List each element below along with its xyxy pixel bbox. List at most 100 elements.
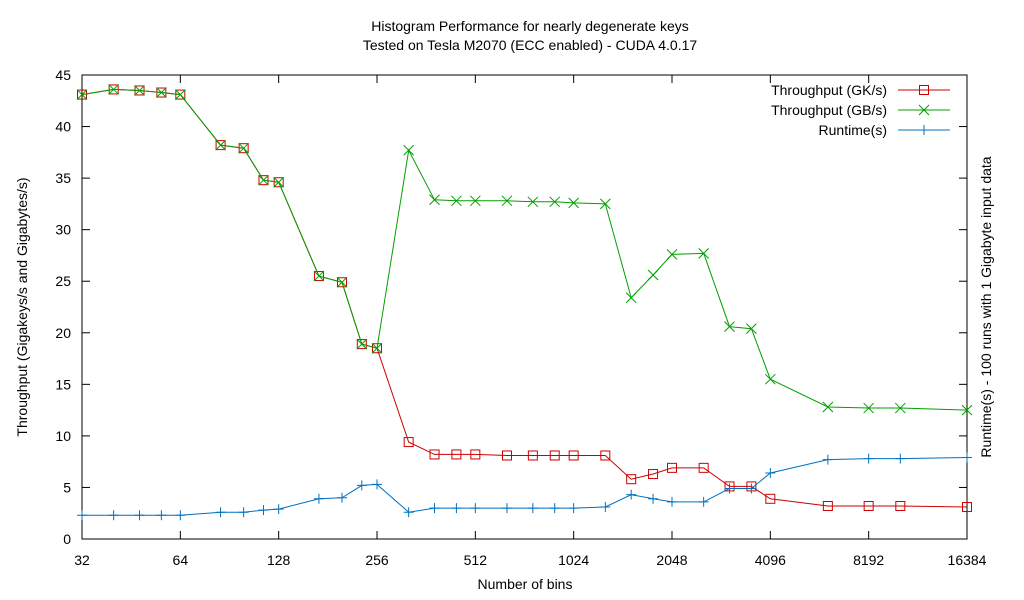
data-point-plus — [962, 452, 972, 463]
x-tick-label: 128 — [267, 552, 291, 568]
x-tick-label: 2048 — [656, 552, 687, 568]
data-point-plus — [238, 507, 249, 518]
data-point-x — [698, 248, 710, 259]
data-point-x — [469, 195, 481, 207]
data-point-plus — [527, 503, 538, 514]
data-point-x — [918, 104, 930, 116]
data-point-square — [667, 462, 677, 473]
data-point-plus — [698, 496, 709, 507]
data-point-plus — [429, 503, 440, 514]
data-point-square — [372, 343, 382, 354]
data-point-square — [258, 175, 269, 186]
data-point-square — [822, 501, 833, 512]
data-point-x — [647, 269, 659, 281]
data-point-square — [238, 143, 249, 154]
data-point-x — [961, 404, 973, 416]
data-point-square — [470, 449, 481, 460]
data-point-x — [724, 321, 735, 332]
data-point-square — [919, 85, 929, 95]
data-point-square — [429, 449, 440, 460]
data-point-x — [371, 342, 383, 354]
data-point-x — [215, 139, 226, 151]
y-tick-label: 0 — [63, 531, 71, 547]
y-tick-label: 20 — [55, 325, 71, 341]
y-tick-label: 45 — [55, 67, 71, 83]
data-point-x — [273, 176, 285, 188]
data-point-x — [336, 276, 348, 288]
data-point-plus — [156, 510, 167, 521]
x-axis-label: Number of bins — [478, 576, 573, 592]
data-point-square — [895, 501, 906, 512]
data-point-square — [568, 450, 579, 461]
data-point-x — [894, 402, 906, 414]
data-point-square — [313, 271, 324, 282]
data-point-plus — [626, 489, 637, 500]
series-line — [82, 457, 968, 516]
data-point-x — [429, 194, 440, 206]
data-point-plus — [356, 480, 367, 491]
data-point-x — [403, 144, 415, 156]
data-point-plus — [215, 507, 226, 518]
data-point-x — [746, 323, 757, 335]
data-point-plus — [372, 479, 382, 490]
y-axis-label: Throughput (Gigakeys/s and Gigabytes/s) — [14, 177, 30, 436]
data-point-plus — [919, 125, 929, 135]
data-point-plus — [863, 453, 874, 464]
x-tick-label: 4096 — [755, 552, 786, 568]
x-tick-label: 16384 — [948, 552, 987, 568]
data-point-x — [822, 401, 834, 413]
data-point-square — [273, 177, 284, 188]
data-point-x — [764, 373, 776, 385]
chart-subtitle: Tested on Tesla M2070 (ECC enabled) - CU… — [363, 37, 698, 53]
data-point-plus — [273, 504, 284, 515]
data-point-plus — [895, 453, 906, 464]
y-tick-label: 15 — [55, 376, 71, 392]
plot-frame — [81, 74, 968, 540]
data-point-plus — [667, 496, 677, 507]
y-tick-label: 5 — [63, 479, 71, 495]
data-point-x — [451, 195, 462, 207]
y-tick-label: 30 — [55, 222, 71, 238]
legend-label: Runtime(s) — [819, 122, 887, 138]
data-point-plus — [336, 492, 347, 503]
data-point-x — [356, 338, 368, 350]
x-tick-label: 512 — [464, 552, 488, 568]
series-3 — [77, 452, 972, 521]
data-point-square — [765, 493, 776, 504]
y-tick-label: 35 — [55, 170, 71, 186]
data-point-square — [549, 450, 560, 461]
series-2 — [76, 84, 973, 416]
data-point-x — [108, 84, 120, 95]
data-point-x — [625, 292, 637, 304]
data-point-plus — [470, 503, 481, 514]
data-point-x — [549, 196, 561, 208]
series-layer — [76, 84, 973, 521]
data-point-plus — [648, 493, 659, 504]
data-point-plus — [724, 483, 735, 494]
data-point-square — [600, 450, 611, 461]
data-point-plus — [822, 454, 833, 465]
data-point-square — [403, 437, 414, 448]
y2-axis-label: Runtime(s) - 100 runs with 1 Gigabyte in… — [978, 156, 994, 457]
data-point-plus — [108, 510, 119, 521]
data-point-square — [501, 450, 512, 461]
data-point-square — [648, 469, 659, 480]
data-point-square — [451, 449, 462, 460]
legend: Throughput (GK/s) Throughput (GB/s) Runtim… — [771, 82, 950, 138]
data-point-x — [599, 198, 611, 210]
data-point-plus — [451, 503, 462, 514]
data-point-x — [238, 142, 249, 154]
data-point-x — [76, 89, 88, 100]
data-point-x — [527, 196, 539, 208]
data-point-square — [863, 501, 874, 512]
data-point-plus — [175, 510, 186, 521]
data-point-plus — [258, 505, 269, 516]
data-point-plus — [403, 507, 414, 518]
series-1 — [77, 84, 972, 513]
data-point-x — [156, 87, 167, 98]
legend-label: Throughput (GB/s) — [771, 102, 887, 118]
data-point-plus — [134, 510, 145, 521]
data-point-plus — [568, 503, 579, 514]
data-point-square — [962, 502, 972, 513]
